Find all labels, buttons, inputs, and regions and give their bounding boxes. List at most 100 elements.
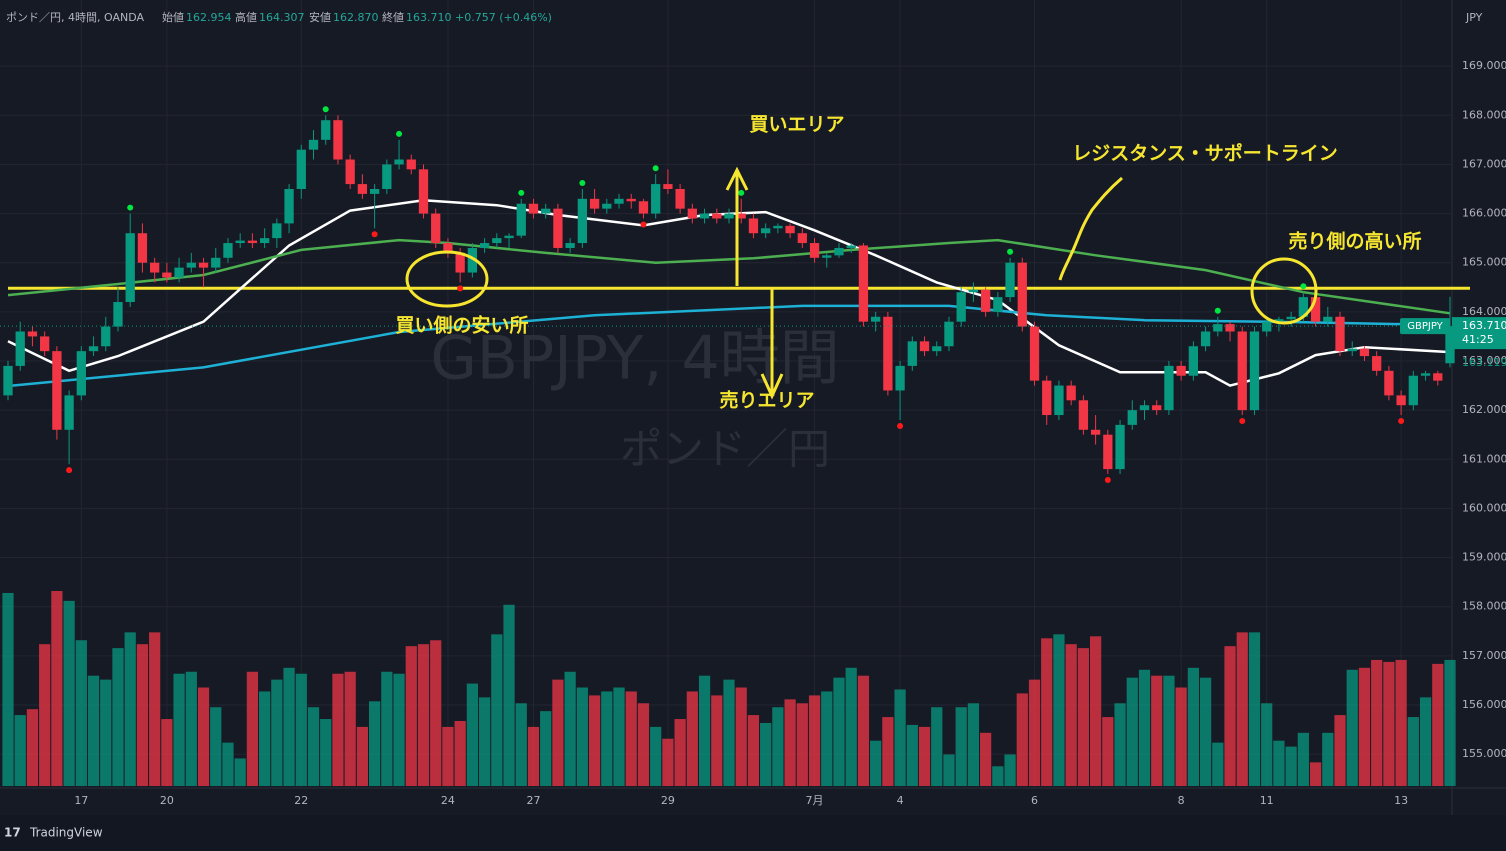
symbol-tag-bg — [1400, 318, 1450, 335]
candle-body — [761, 228, 771, 234]
candle-body — [516, 203, 526, 236]
candle-body — [626, 198, 636, 202]
ohlc-value: 163.710 — [406, 11, 452, 24]
ohlc-label: 安値 — [309, 10, 331, 24]
candle-body — [1090, 429, 1101, 435]
volume-bar — [894, 689, 906, 786]
volume-bar — [650, 726, 662, 786]
candle-body — [27, 331, 38, 337]
volume-bar — [1309, 762, 1322, 786]
volume-bar — [772, 707, 784, 786]
volume-bar — [943, 754, 955, 786]
candle-body — [577, 198, 587, 244]
volume-bar — [1175, 687, 1187, 786]
candle-body — [687, 208, 697, 219]
candle-body — [431, 213, 441, 244]
volume-bar — [210, 707, 222, 786]
candle-body — [528, 203, 539, 214]
volume-bar — [136, 644, 149, 786]
candle-body — [1384, 370, 1394, 396]
volume-bar — [14, 715, 26, 786]
candle-body — [1359, 348, 1370, 357]
candle-body — [1262, 321, 1272, 332]
header: ポンド／円, 4時間, OANDA 始値 162.954 高値 164.307 … — [6, 10, 552, 24]
volume-bar — [1151, 675, 1163, 786]
candle-body — [907, 341, 917, 366]
up-arrow — [725, 166, 749, 286]
candle-body — [651, 184, 661, 214]
candle-body — [113, 302, 123, 327]
signal-down — [1104, 477, 1111, 484]
y-tick-label: 165.000 — [1462, 256, 1506, 269]
volume-bar — [821, 691, 833, 786]
candle-body — [1152, 405, 1162, 411]
volume-bar — [882, 717, 894, 786]
candle-body — [1420, 373, 1431, 376]
candle-body — [198, 262, 209, 268]
candle-body — [699, 213, 710, 219]
x-tick-label: 7月 — [806, 794, 824, 807]
signal-up — [518, 189, 525, 196]
candle-body — [663, 184, 673, 189]
signal-down — [897, 422, 904, 429]
volume-bar — [332, 673, 344, 786]
candle-body — [137, 233, 148, 263]
candle-body — [247, 240, 258, 244]
x-tick-label: 24 — [441, 794, 455, 807]
signal-up — [396, 130, 403, 137]
candle-body — [211, 257, 221, 268]
candle-body — [1042, 380, 1052, 416]
candle-body — [1115, 424, 1125, 470]
signal-up — [579, 179, 586, 186]
candle-body — [1054, 385, 1064, 416]
annotation: 買いエリア — [749, 114, 844, 136]
volume-bar — [1028, 679, 1041, 786]
volume-bar — [393, 673, 405, 786]
x-tick-label: 8 — [1178, 794, 1185, 807]
signal-down — [371, 231, 378, 238]
candle-body — [1372, 356, 1382, 371]
volume-bar — [870, 740, 882, 786]
candle-body — [504, 235, 514, 239]
highlight-circle — [405, 250, 489, 308]
volume-bar — [1346, 669, 1358, 786]
candle-body — [357, 184, 368, 194]
volume-bar — [1077, 648, 1089, 786]
volume-bar — [1297, 732, 1309, 786]
signal-up — [652, 165, 659, 172]
volume-bar — [527, 726, 540, 786]
volume-bar — [271, 679, 283, 786]
volume-bar — [259, 691, 271, 786]
countdown: 41:25 — [1462, 333, 1494, 346]
signal-down — [457, 285, 464, 292]
x-tick-label: 17 — [74, 794, 88, 807]
volume-bar — [369, 701, 381, 786]
candle-body — [1249, 331, 1260, 411]
volume-bar — [1383, 661, 1395, 786]
candle-body — [1408, 375, 1418, 406]
volume-bar — [454, 721, 466, 786]
volume-bar — [26, 709, 39, 786]
candle-body — [394, 159, 404, 165]
volume-bar — [1248, 632, 1261, 786]
volume-bar — [637, 703, 650, 786]
x-tick-label: 6 — [1031, 794, 1038, 807]
candle-body — [64, 395, 74, 430]
candle-body — [736, 213, 746, 219]
candle-body — [125, 233, 135, 303]
volume-bar — [222, 742, 234, 786]
candle-body — [834, 247, 844, 256]
candle-body — [479, 243, 490, 248]
candle-body — [223, 243, 233, 258]
candle-body — [235, 240, 245, 244]
symbol-tag: GBPJPY — [1407, 321, 1443, 332]
x-tick-label: 29 — [661, 794, 675, 807]
candle-body — [259, 238, 270, 244]
volume-bar — [845, 667, 857, 786]
volume-bar — [87, 675, 100, 786]
y-tick-label: 166.000 — [1462, 207, 1506, 220]
candle-body — [1445, 326, 1455, 364]
volume-bar — [711, 695, 723, 786]
ohlc-label: 終値 — [382, 10, 404, 24]
candle-body — [1274, 319, 1284, 322]
